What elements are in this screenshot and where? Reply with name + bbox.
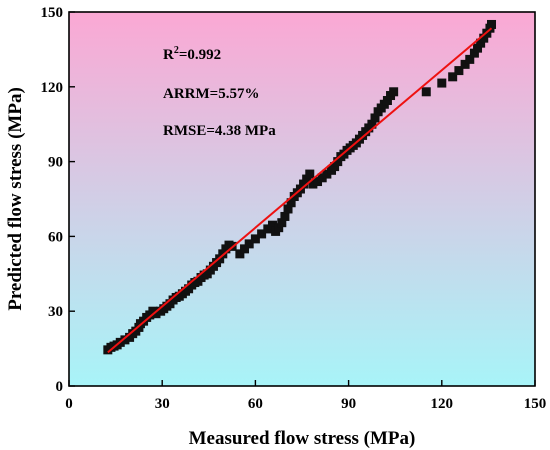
- data-point: [479, 33, 489, 43]
- data-point: [330, 162, 340, 172]
- x-tick-label: 150: [524, 396, 547, 412]
- x-tick-label: 90: [341, 396, 356, 412]
- y-tick-label: 30: [48, 304, 63, 320]
- y-tick-label: 0: [56, 379, 64, 395]
- data-point: [382, 96, 392, 106]
- data-point: [473, 43, 483, 53]
- data-point: [322, 169, 332, 179]
- axis-layer: 0 30 60 90 120 150 0 30 60 90 120 150: [41, 5, 547, 412]
- data-point: [274, 223, 284, 233]
- data-point: [240, 244, 250, 254]
- data-point: [263, 224, 273, 234]
- data-point: [469, 48, 479, 58]
- x-tick-label: 60: [248, 396, 263, 412]
- y-tick-label: 90: [48, 155, 63, 171]
- data-point: [476, 38, 486, 48]
- data-point: [302, 174, 312, 184]
- data-point: [283, 204, 293, 214]
- x-tick-label: 120: [431, 396, 454, 412]
- data-point: [277, 218, 287, 228]
- r-squared-annotation: R2=0.992: [163, 45, 221, 63]
- data-layer: [103, 19, 497, 355]
- plot-frame: [68, 11, 536, 387]
- data-point: [299, 179, 309, 189]
- x-tick-label: 30: [155, 396, 170, 412]
- data-point: [151, 309, 161, 319]
- data-point: [235, 249, 245, 259]
- data-point: [286, 198, 296, 208]
- data-point: [465, 54, 475, 64]
- data-point: [257, 229, 267, 239]
- data-point: [370, 113, 380, 123]
- y-tick-label: 150: [41, 5, 64, 21]
- y-tick-label: 120: [41, 80, 64, 96]
- data-point: [244, 239, 254, 249]
- data-point: [267, 220, 277, 230]
- data-point: [250, 234, 260, 244]
- data-point: [333, 157, 343, 167]
- r-squared-prefix: R: [163, 47, 174, 63]
- x-tick-label: 0: [65, 396, 73, 412]
- data-point: [313, 177, 323, 187]
- data-point: [367, 119, 377, 129]
- x-axis-title: Measured flow stress (MPa): [189, 428, 416, 449]
- y-axis-title: Predicted flow stress (MPa): [5, 87, 26, 311]
- data-point: [389, 87, 399, 97]
- data-point: [454, 66, 464, 76]
- data-point: [317, 173, 327, 183]
- r-squared-superscript: 2: [174, 45, 179, 56]
- data-point: [460, 59, 470, 69]
- fit-line: [107, 27, 493, 354]
- y-tick-label: 60: [48, 229, 63, 245]
- data-point: [218, 249, 228, 259]
- data-point: [120, 335, 130, 345]
- data-point: [437, 78, 447, 88]
- data-point: [487, 19, 497, 29]
- rmse-annotation: RMSE=4.38 MPa: [163, 123, 276, 139]
- r-squared-value: =0.992: [179, 47, 221, 63]
- data-point: [308, 179, 318, 189]
- data-point: [421, 87, 431, 97]
- data-point: [448, 72, 458, 82]
- arrm-annotation: ARRM=5.57%: [163, 86, 259, 102]
- data-point: [280, 211, 290, 221]
- data-point: [305, 169, 315, 179]
